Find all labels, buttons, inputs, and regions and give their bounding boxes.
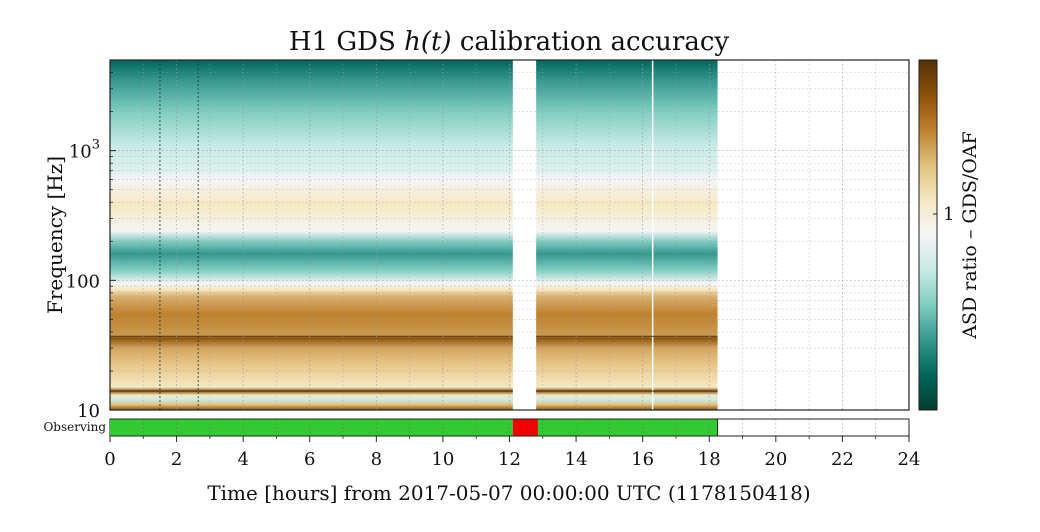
colorbar-tick-label: 1: [943, 204, 954, 225]
x-tick-label: 0: [104, 449, 115, 470]
y-tick-label: 100: [66, 271, 100, 292]
colorbar: 1 ASD ratio – GDS/OAF: [918, 59, 981, 411]
heatmap-segment: [536, 60, 718, 410]
colorbar-label: ASD ratio – GDS/OAF: [959, 131, 981, 339]
x-tick-label: 6: [304, 449, 315, 470]
segment-layer: [110, 419, 719, 436]
segment-bar: Observing: [43, 418, 910, 437]
x-tick-label: 18: [698, 449, 721, 470]
y-tick-label: 10: [77, 401, 100, 422]
x-tick-label: 14: [565, 449, 588, 470]
segment-label: Observing: [43, 420, 106, 434]
segment-active: [110, 419, 513, 436]
x-tick-label: 16: [631, 449, 654, 470]
chart-title: H1 GDS h(t) calibration accuracy: [289, 27, 729, 57]
x-tick-label: 20: [764, 449, 787, 470]
x-tick-label: 4: [237, 449, 248, 470]
y-tick-label-exponent: 3: [92, 138, 100, 153]
chart-title-prefix: H1 GDS: [289, 27, 404, 57]
x-tick-label: 8: [371, 449, 382, 470]
x-ticks: 0 2 4 6 8 10 12 14 16 18 20 22 24: [104, 436, 920, 470]
segment-inactive: [512, 419, 538, 436]
x-tick-label: 10: [431, 449, 454, 470]
segment-grid: [142, 419, 877, 436]
heatmap-segment: [110, 60, 513, 410]
grid-layer: [109, 59, 910, 411]
plot-frame: [109, 59, 910, 411]
x-tick-label: 22: [831, 449, 854, 470]
chart-title-math: h(t): [404, 27, 451, 57]
heatmap-layer: [110, 60, 718, 410]
chart-title-suffix: calibration accuracy: [452, 27, 730, 57]
segment-active: [536, 419, 718, 436]
y-axis-label: Frequency [Hz]: [43, 156, 67, 314]
x-tick-label: 12: [498, 449, 521, 470]
plot-area: [109, 59, 910, 411]
y-tick-label: 103: [69, 138, 100, 163]
x-axis-label: Time [hours] from 2017-05-07 00:00:00 UT…: [207, 481, 810, 505]
x-tick-label: 24: [898, 449, 921, 470]
y-tick-label-base: 10: [69, 142, 92, 163]
x-tick-label: 2: [171, 449, 182, 470]
colorbar-scale: [918, 59, 938, 411]
